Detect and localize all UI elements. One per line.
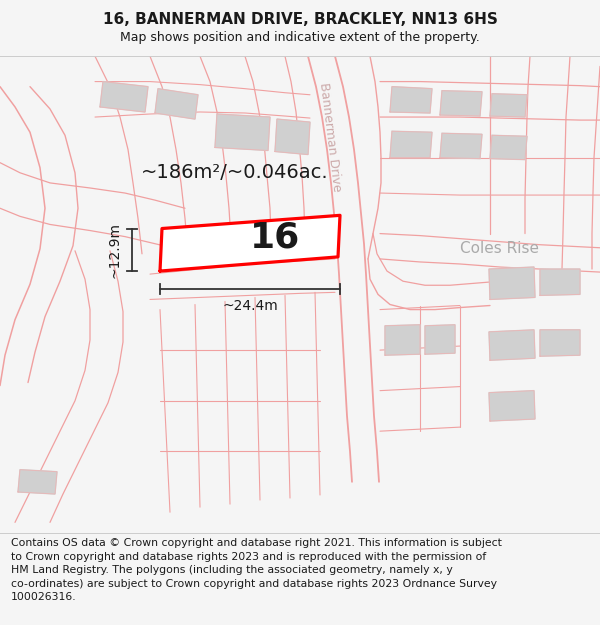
Polygon shape <box>100 82 148 112</box>
Polygon shape <box>155 89 198 119</box>
Text: Contains OS data © Crown copyright and database right 2021. This information is : Contains OS data © Crown copyright and d… <box>11 538 502 602</box>
Polygon shape <box>390 131 432 158</box>
Polygon shape <box>390 87 432 113</box>
Polygon shape <box>160 216 340 271</box>
Polygon shape <box>490 135 527 159</box>
Polygon shape <box>440 133 482 159</box>
Polygon shape <box>385 325 420 355</box>
Polygon shape <box>540 330 580 356</box>
Polygon shape <box>490 94 527 117</box>
Text: Coles Rise: Coles Rise <box>461 241 539 256</box>
Polygon shape <box>18 469 57 494</box>
Text: Bannerman Drive: Bannerman Drive <box>317 82 343 192</box>
Text: ~24.4m: ~24.4m <box>222 299 278 312</box>
Polygon shape <box>489 267 535 299</box>
Polygon shape <box>440 91 482 116</box>
Polygon shape <box>489 391 535 421</box>
Text: ~186m²/~0.046ac.: ~186m²/~0.046ac. <box>141 163 329 182</box>
Polygon shape <box>275 119 310 154</box>
Text: 16: 16 <box>250 221 300 255</box>
Text: Map shows position and indicative extent of the property.: Map shows position and indicative extent… <box>120 31 480 44</box>
Text: ~12.9m: ~12.9m <box>107 222 121 278</box>
Polygon shape <box>540 269 580 296</box>
Polygon shape <box>215 114 270 151</box>
Polygon shape <box>489 330 535 360</box>
Polygon shape <box>425 325 455 354</box>
Text: 16, BANNERMAN DRIVE, BRACKLEY, NN13 6HS: 16, BANNERMAN DRIVE, BRACKLEY, NN13 6HS <box>103 12 497 28</box>
